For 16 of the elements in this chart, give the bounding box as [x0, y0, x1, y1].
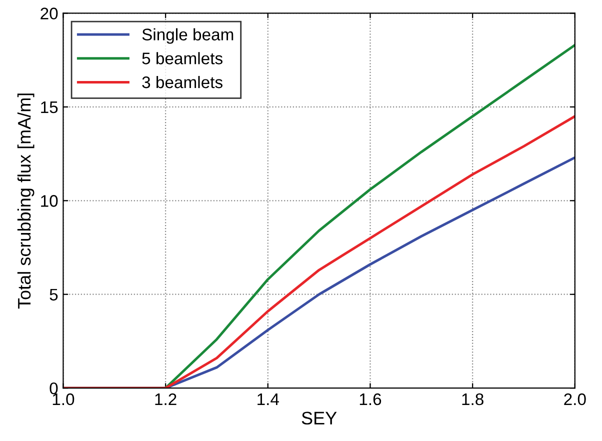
legend-label: 5 beamlets [142, 52, 222, 64]
x-tick-label: 1.6 [360, 393, 382, 406]
x-axis-title: SEY [302, 412, 337, 425]
y-tick-label: 15 [41, 102, 58, 114]
x-tick-label: 1.8 [462, 393, 484, 406]
x-tick-label: 1.2 [155, 393, 176, 406]
legend-label: 3 beamlets [142, 76, 222, 88]
x-tick-label: 2.0 [564, 393, 586, 406]
y-tick-label: 5 [50, 288, 58, 301]
legend-label: Single beam [142, 28, 234, 44]
y-axis-title: Total scrubbing flux [mA/m] [17, 94, 34, 309]
y-tick-label: 20 [40, 8, 58, 20]
x-tick-label: 1.0 [52, 393, 74, 406]
y-tick-label: 10 [41, 195, 58, 207]
x-tick-label: 1.4 [258, 394, 279, 406]
y-tick-label: 0 [50, 382, 58, 394]
